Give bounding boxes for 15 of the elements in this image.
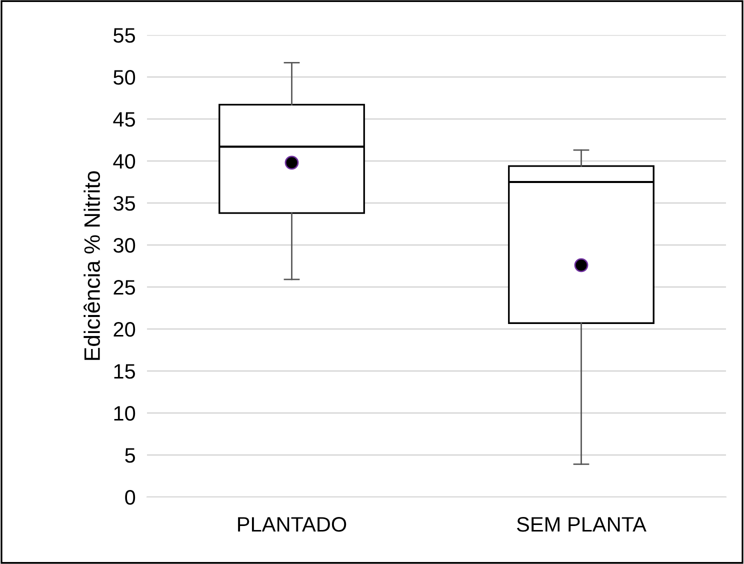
y-tick-label: 15 — [114, 364, 136, 379]
x-tick-label: SEM PLANTA — [516, 516, 646, 532]
y-tick-label: 0 — [125, 490, 136, 505]
y-axis-title: Ediciência % Nitrito — [84, 171, 100, 360]
y-tick-label: 20 — [114, 322, 136, 337]
y-tick-label: 10 — [114, 406, 136, 421]
y-tick-label: 5 — [125, 448, 136, 463]
y-tick-label: 45 — [113, 112, 136, 127]
y-tick-label: 55 — [114, 28, 136, 43]
y-tick-label: 30 — [114, 238, 136, 253]
y-tick-label: 25 — [114, 280, 136, 295]
y-tick-label: 40 — [113, 154, 136, 169]
y-tick-label: 50 — [114, 70, 136, 85]
y-tick-label: 35 — [114, 196, 136, 211]
x-tick-label: PLANTADO — [238, 516, 346, 532]
